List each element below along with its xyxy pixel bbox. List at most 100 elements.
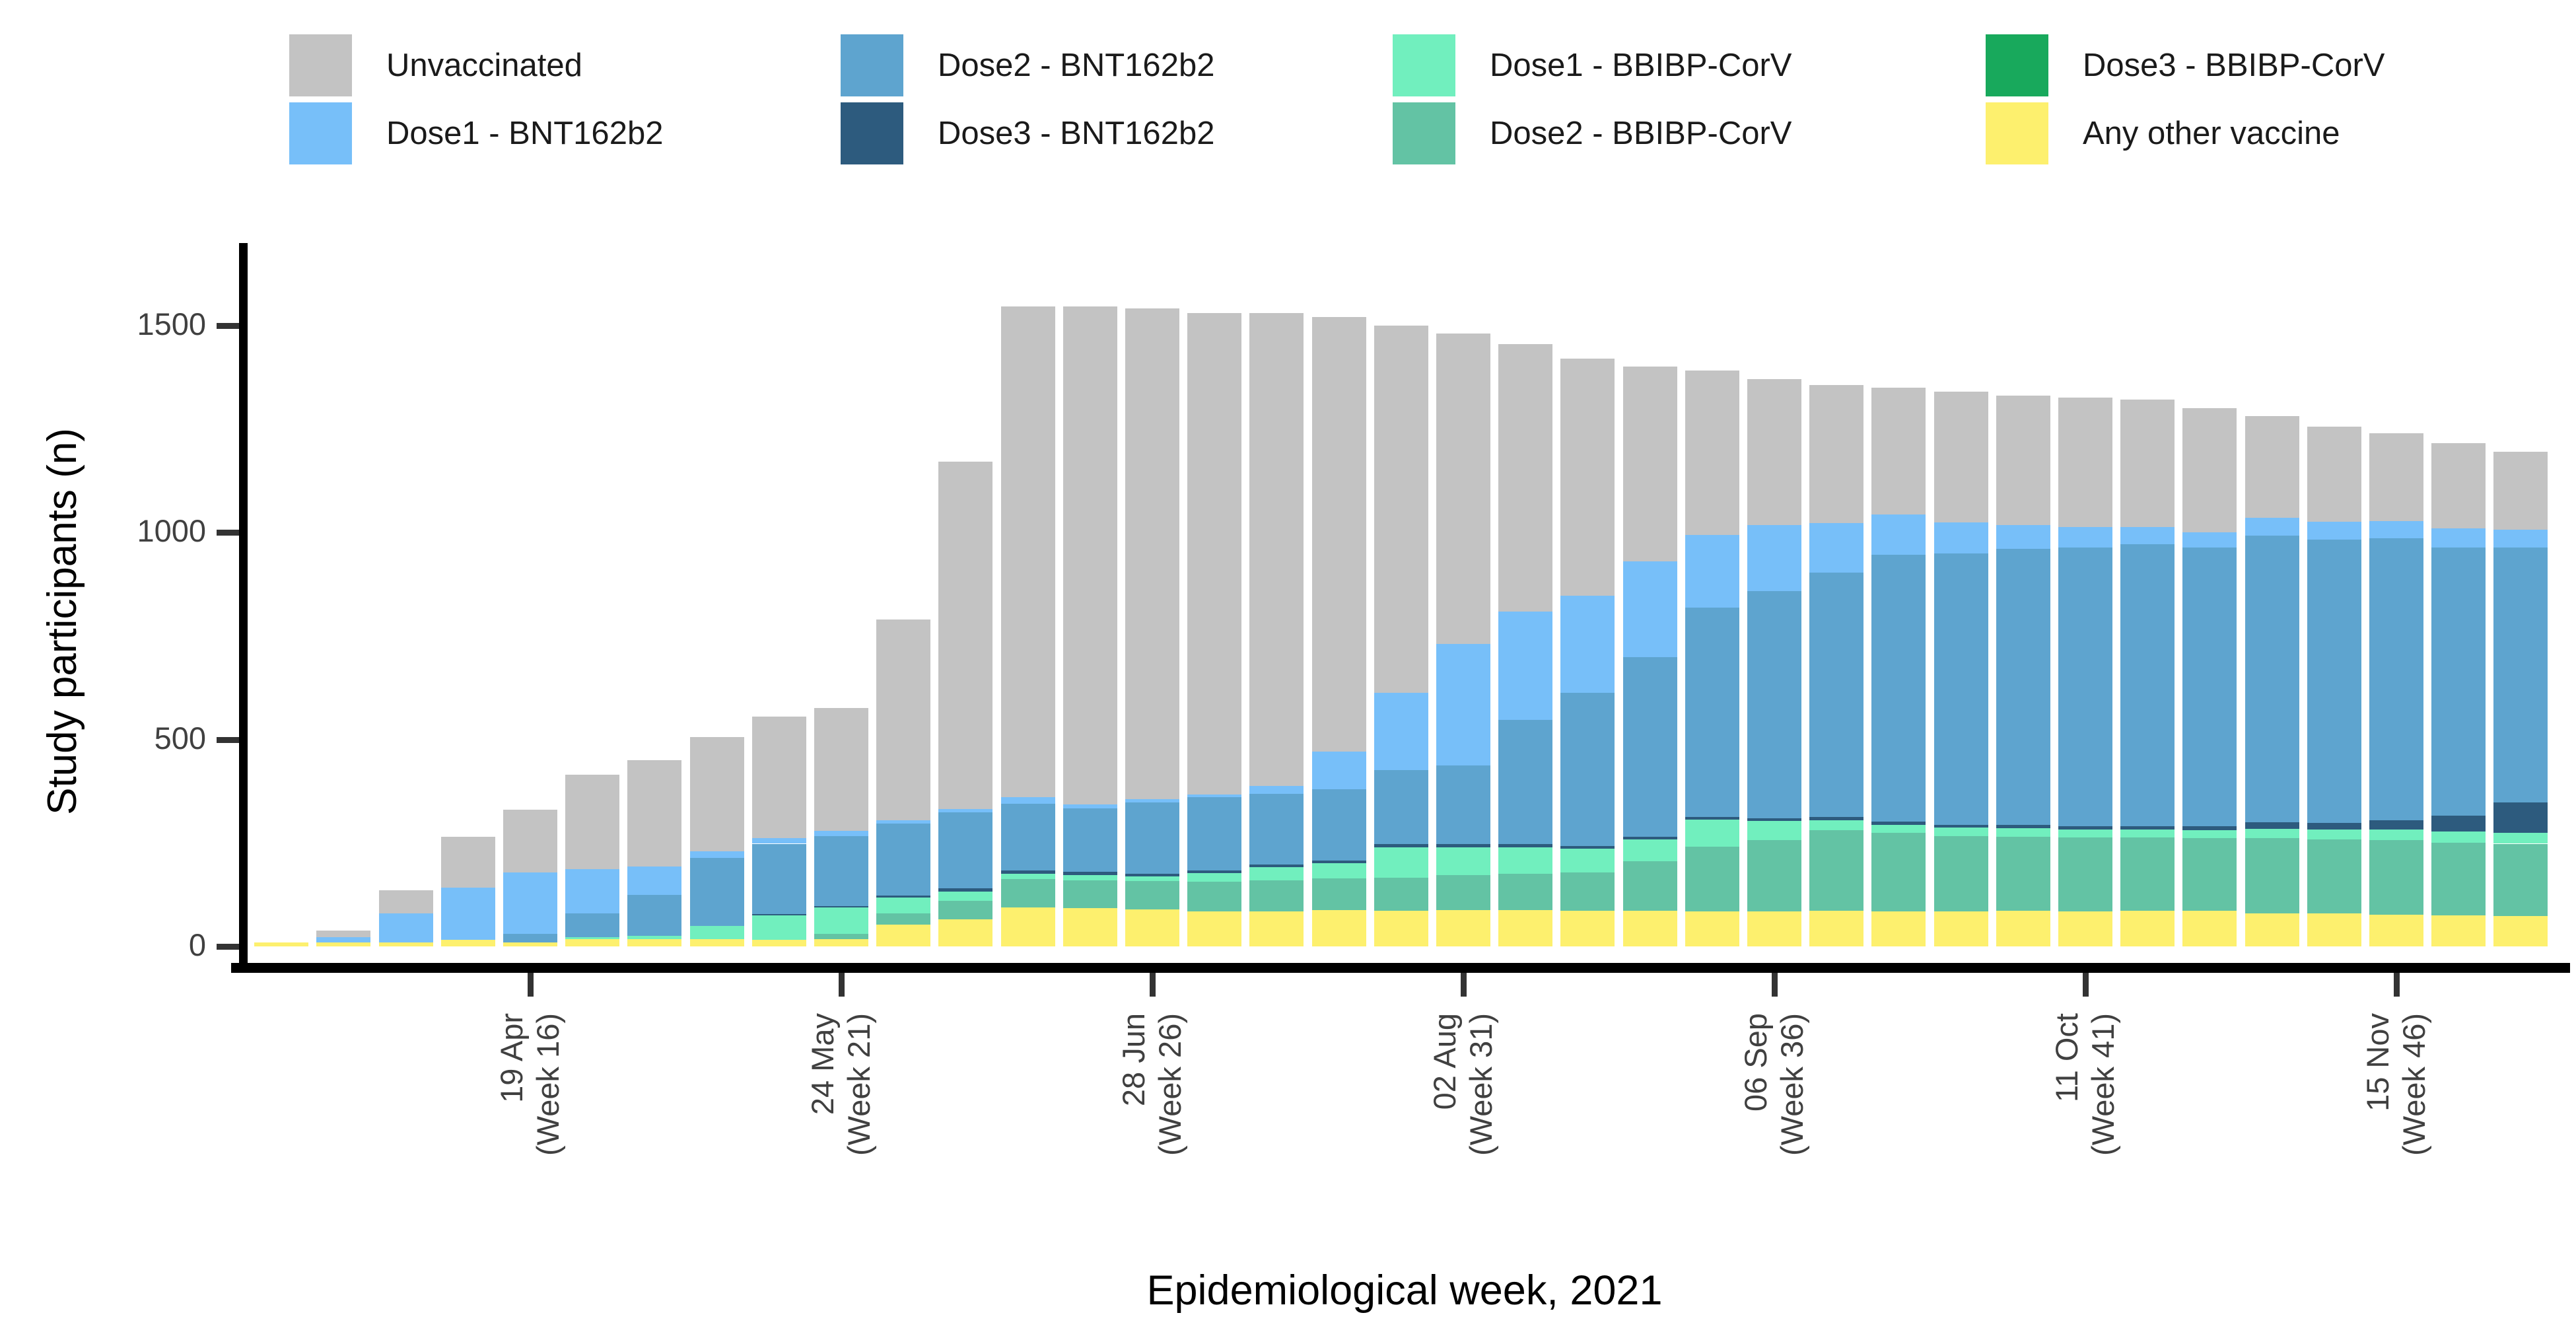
bar-segment-dose1-bbibp-corv <box>627 936 682 939</box>
legend-key-swatch <box>289 102 352 164</box>
bar-segment-dose2-bbibp-corv <box>1560 872 1615 911</box>
bar-segment-any-other-vaccine <box>751 939 806 946</box>
bar-segment-dose1-bbibp-corv <box>1622 839 1677 861</box>
bar-segment-unvaccinated <box>2431 443 2486 528</box>
bar-segment-dose3-bnt162b2 <box>814 906 868 908</box>
y-tick-label: 500 <box>154 720 206 756</box>
x-tick-date: 19 Apr <box>494 1013 529 1103</box>
bar-segment-unvaccinated <box>1311 316 1366 752</box>
bar-segment-dose1-bnt162b2 <box>1187 794 1242 798</box>
bar-segment-dose2-bnt162b2 <box>1125 802 1179 874</box>
x-tick-label: 28 Jun (Week 26) <box>1115 1013 1189 1291</box>
bar-segment-dose2-bnt162b2 <box>1560 692 1615 846</box>
bar-segment-dose1-bnt162b2 <box>814 831 868 836</box>
bar-segment-dose2-bnt162b2 <box>1747 591 1801 818</box>
bar-segment-unvaccinated <box>1560 358 1615 596</box>
bar-segment-dose1-bnt162b2 <box>1996 524 2050 549</box>
bar-segment-dose1-bbibp-corv <box>938 891 993 901</box>
bar-segment-dose1-bnt162b2 <box>1436 644 1490 765</box>
bar-segment-dose1-bnt162b2 <box>1809 523 1864 573</box>
bar-segment-dose3-bnt162b2 <box>1311 860 1366 863</box>
bar-segment-any-other-vaccine <box>627 938 682 946</box>
bar-segment-dose2-bnt162b2 <box>1187 797 1242 870</box>
legend-key-swatch <box>841 102 903 164</box>
legend-key-swatch <box>841 34 903 96</box>
bar-segment-any-other-vaccine <box>1996 911 2050 946</box>
x-tick-label: 15 Nov (Week 46) <box>2359 1013 2433 1291</box>
bar-segment-dose2-bbibp-corv <box>2307 839 2361 914</box>
legend-item: Dose1 - BNT162b2 <box>289 102 663 164</box>
bar-segment-dose2-bnt162b2 <box>2058 548 2112 826</box>
bar-segment-dose1-bnt162b2 <box>2431 528 2486 548</box>
bar-segment-dose3-bnt162b2 <box>1249 864 1304 868</box>
bar-segment-any-other-vaccine <box>1498 909 1553 946</box>
x-tick-label: 24 May (Week 21) <box>804 1013 878 1291</box>
bar-segment-dose2-bnt162b2 <box>1062 808 1117 872</box>
bar-segment-dose2-bbibp-corv <box>1871 833 1926 912</box>
x-tick-week: (Week 16) <box>530 1013 565 1156</box>
x-tick-label: 02 Aug (Week 31) <box>1426 1013 1500 1291</box>
bar-segment-dose2-bbibp-corv <box>2182 838 2237 911</box>
y-axis-title: Study participants (n) <box>40 428 85 815</box>
legend-key-swatch <box>1986 34 2048 96</box>
bar-segment-dose1-bbibp-corv <box>751 915 806 940</box>
bar-segment-any-other-vaccine <box>689 939 744 946</box>
bar-segment-dose3-bnt162b2 <box>2493 802 2548 833</box>
bar-segment-unvaccinated <box>1125 308 1179 800</box>
bar-segment-dose2-bbibp-corv <box>2058 837 2112 911</box>
bar-segment-dose1-bbibp-corv <box>2245 828 2299 839</box>
bar-segment-any-other-vaccine <box>2431 915 2486 946</box>
legend-item-label: Dose1 - BBIBP-CorV <box>1490 48 1792 83</box>
bar-segment-unvaccinated <box>1996 396 2050 525</box>
bar-segment-dose1-bnt162b2 <box>2493 529 2548 548</box>
bar-segment-dose2-bnt162b2 <box>2431 548 2486 816</box>
legend-item: Dose2 - BNT162b2 <box>841 34 1214 96</box>
x-tick-date: 15 Nov <box>2360 1013 2395 1112</box>
bar-segment-dose1-bnt162b2 <box>1498 611 1553 721</box>
legend-item: Dose1 - BBIBP-CorV <box>1393 34 1792 96</box>
legend-key-swatch <box>1986 102 2048 164</box>
bar-segment-any-other-vaccine <box>378 942 433 946</box>
bar-segment-any-other-vaccine <box>1933 911 1988 946</box>
bar-segment-any-other-vaccine <box>1560 911 1615 946</box>
bar-segment-any-other-vaccine <box>938 919 993 946</box>
legend-key-swatch <box>289 34 352 96</box>
legend-item: Dose3 - BNT162b2 <box>841 102 1214 164</box>
bar-segment-unvaccinated <box>689 737 744 852</box>
bar-segment-any-other-vaccine <box>1249 911 1304 946</box>
x-tick-label: 11 Oct (Week 41) <box>2048 1013 2122 1291</box>
bar-segment-dose2-bnt162b2 <box>938 812 993 888</box>
legend-item: Dose3 - BBIBP-CorV <box>1986 34 2385 96</box>
x-tick-mark <box>1461 973 1467 997</box>
legend-item: Unvaccinated <box>289 34 582 96</box>
bar-segment-dose3-bnt162b2 <box>2369 820 2423 830</box>
bar-segment-dose2-bbibp-corv <box>1125 880 1179 909</box>
x-tick-label: 06 Sep (Week 36) <box>1737 1013 1811 1291</box>
bar-segment-dose1-bbibp-corv <box>1187 873 1242 882</box>
bar-segment-dose1-bnt162b2 <box>2307 522 2361 540</box>
bar-segment-dose2-bbibp-corv <box>1187 882 1242 912</box>
bar-segment-dose1-bbibp-corv <box>1436 847 1490 876</box>
bar-segment-unvaccinated <box>378 890 433 913</box>
bar-segment-dose3-bnt162b2 <box>1685 816 1739 820</box>
bar-segment-dose1-bnt162b2 <box>1685 535 1739 608</box>
bar-segment-unvaccinated <box>876 619 931 821</box>
bar-segment-dose1-bnt162b2 <box>440 887 495 940</box>
y-axis-line <box>239 243 248 972</box>
legend-item-label: Dose2 - BNT162b2 <box>938 48 1215 83</box>
bar-segment-unvaccinated <box>316 931 371 938</box>
bar-segment-dose2-bnt162b2 <box>689 857 744 926</box>
bar-segment-unvaccinated <box>1062 306 1117 804</box>
bar-segment-any-other-vaccine <box>2058 911 2112 946</box>
bar-segment-any-other-vaccine <box>1187 911 1242 946</box>
bar-segment-dose1-bnt162b2 <box>627 866 682 895</box>
bar-segment-any-other-vaccine <box>503 942 557 946</box>
bar-segment-dose3-bnt162b2 <box>1498 844 1553 847</box>
bar-segment-dose1-bnt162b2 <box>876 820 931 824</box>
bar-segment-dose3-bnt162b2 <box>751 914 806 916</box>
bar-segment-dose1-bbibp-corv <box>1747 821 1801 840</box>
bar-segment-dose1-bnt162b2 <box>938 809 993 812</box>
bar-segment-dose1-bbibp-corv <box>1374 847 1428 878</box>
bar-segment-dose2-bbibp-corv <box>2369 840 2423 915</box>
legend-item-label: Unvaccinated <box>386 48 582 83</box>
